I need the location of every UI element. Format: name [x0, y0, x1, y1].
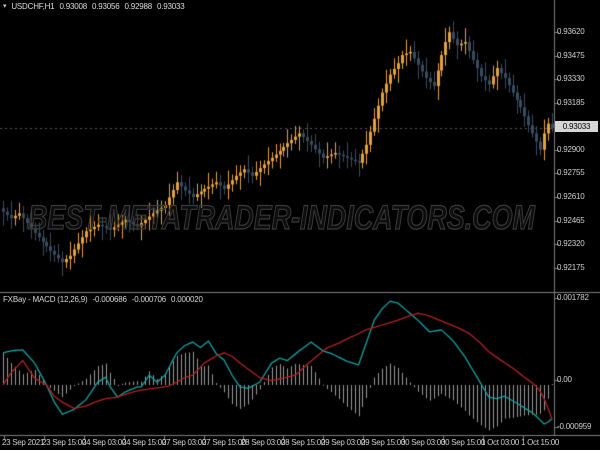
time-axis-label: 1 Oct 03:00: [481, 438, 520, 447]
watermark-text: BEST-METATRADER-INDICATORS.COM: [28, 198, 536, 237]
time-axis-label: 29 Sep 03:00: [321, 438, 365, 447]
time-axis-label: 24 Sep 03:00: [82, 438, 126, 447]
time-axis-label: 23 Sep 15:00: [42, 438, 86, 447]
time-axis-label: 27 Sep 03:00: [162, 438, 206, 447]
macd-indicator-name: FXBay - MACD (12,26,9): [3, 295, 88, 304]
symbol-period-label: USDCHF,H1: [11, 2, 55, 11]
macd-axis-label: -0.000959: [557, 422, 592, 431]
high-value: 0.93056: [91, 2, 120, 11]
time-axis-label: 28 Sep 15:00: [281, 438, 325, 447]
time-axis-label: 1 Oct 15:00: [521, 438, 560, 447]
price-axis-label: 0.92900: [557, 145, 585, 154]
time-axis-label: 30 Sep 03:00: [401, 438, 445, 447]
main-chart-region[interactable]: [0, 0, 554, 292]
time-axis-label: 29 Sep 15:00: [361, 438, 405, 447]
current-price-tag: 0.93033: [555, 121, 598, 132]
time-axis-label: 28 Sep 03:00: [241, 438, 285, 447]
macd-main-value: -0.000686: [92, 295, 127, 304]
time-axis-label: 24 Sep 15:00: [122, 438, 166, 447]
macd-panel-region[interactable]: [0, 293, 554, 435]
price-axis-label: 0.93620: [557, 27, 585, 36]
macd-signal-value: -0.000706: [131, 295, 166, 304]
macd-axis-label: 0.001782: [557, 293, 589, 302]
time-axis-label: 27 Sep 15:00: [202, 438, 246, 447]
price-axis-label: 0.92320: [557, 239, 585, 248]
open-value: 0.93008: [59, 2, 87, 11]
close-value: 0.93033: [157, 2, 185, 11]
macd-axis-label: 0.00: [557, 375, 572, 384]
price-axis-label: 0.93330: [557, 74, 585, 83]
price-axis-label: 0.92610: [557, 192, 585, 201]
macd-header: FXBay - MACD (12,26,9) -0.000686 -0.0007…: [3, 295, 203, 304]
price-axis-label: 0.92465: [557, 216, 585, 225]
time-axis-label: 30 Sep 15:00: [441, 438, 485, 447]
symbol-dropdown-icon[interactable]: ▾: [3, 2, 7, 10]
price-axis-label: 0.92175: [557, 263, 585, 272]
time-axis-label: 23 Sep 2021: [2, 438, 45, 447]
chart-header: ▾ USDCHF,H1 0.93008 0.93056 0.92988 0.93…: [3, 2, 185, 11]
price-axis-label: 0.92755: [557, 168, 585, 177]
price-axis-label: 0.93475: [557, 51, 585, 60]
macd-histogram-value: 0.000020: [170, 295, 203, 304]
low-value: 0.92988: [124, 2, 153, 11]
price-axis-label: 0.93185: [557, 98, 585, 107]
